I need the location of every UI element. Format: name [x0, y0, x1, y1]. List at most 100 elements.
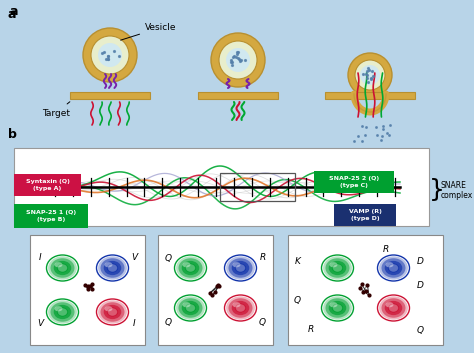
Text: Q: Q: [259, 318, 266, 328]
Ellipse shape: [323, 256, 352, 280]
FancyBboxPatch shape: [14, 204, 88, 228]
Ellipse shape: [48, 256, 77, 280]
Ellipse shape: [226, 296, 255, 320]
Ellipse shape: [228, 258, 253, 278]
Ellipse shape: [179, 298, 202, 318]
Text: Syntaxin (Q)
(type A): Syntaxin (Q) (type A): [26, 179, 69, 191]
Text: V: V: [131, 253, 137, 263]
Ellipse shape: [179, 258, 202, 278]
Ellipse shape: [332, 304, 343, 312]
Ellipse shape: [329, 262, 337, 267]
Ellipse shape: [182, 261, 199, 275]
Ellipse shape: [104, 306, 112, 311]
Text: D: D: [417, 281, 424, 289]
Ellipse shape: [54, 305, 71, 319]
FancyBboxPatch shape: [334, 204, 396, 226]
Ellipse shape: [54, 261, 71, 275]
Circle shape: [98, 43, 122, 67]
FancyBboxPatch shape: [288, 235, 443, 345]
Ellipse shape: [46, 299, 79, 325]
Text: a: a: [10, 5, 18, 18]
Text: I: I: [39, 253, 42, 263]
Ellipse shape: [332, 263, 343, 273]
Ellipse shape: [51, 302, 74, 322]
Ellipse shape: [100, 258, 125, 278]
Ellipse shape: [98, 256, 127, 280]
Ellipse shape: [174, 255, 207, 281]
Text: Q: Q: [165, 318, 172, 328]
Ellipse shape: [385, 301, 402, 315]
Ellipse shape: [176, 296, 205, 320]
Ellipse shape: [385, 261, 402, 275]
Text: R: R: [259, 253, 265, 263]
Ellipse shape: [326, 298, 349, 318]
FancyBboxPatch shape: [314, 171, 394, 193]
Ellipse shape: [108, 264, 117, 272]
FancyBboxPatch shape: [30, 235, 145, 345]
Ellipse shape: [233, 262, 240, 267]
Text: complex: complex: [441, 191, 473, 201]
Ellipse shape: [104, 261, 121, 275]
Ellipse shape: [57, 263, 68, 273]
Ellipse shape: [107, 307, 118, 317]
Ellipse shape: [185, 304, 196, 312]
Ellipse shape: [46, 255, 79, 281]
Circle shape: [226, 48, 250, 72]
Text: SNARE: SNARE: [441, 181, 467, 191]
Text: SNAP-25 1 (Q)
(type B): SNAP-25 1 (Q) (type B): [26, 210, 76, 222]
Ellipse shape: [104, 305, 121, 319]
Ellipse shape: [108, 308, 117, 316]
Circle shape: [348, 53, 392, 97]
Ellipse shape: [321, 295, 354, 321]
Text: R: R: [383, 245, 389, 255]
Ellipse shape: [182, 302, 191, 307]
Ellipse shape: [186, 304, 195, 312]
Circle shape: [219, 41, 257, 79]
Text: SNAP-25 2 (Q)
(type C): SNAP-25 2 (Q) (type C): [329, 176, 379, 187]
Text: }: }: [429, 178, 445, 202]
Ellipse shape: [385, 302, 393, 307]
Bar: [70, 91, 150, 98]
Ellipse shape: [97, 299, 128, 325]
Ellipse shape: [226, 256, 255, 280]
Text: a: a: [8, 8, 17, 21]
Ellipse shape: [228, 298, 253, 318]
Ellipse shape: [174, 295, 207, 321]
Ellipse shape: [382, 298, 405, 318]
Ellipse shape: [389, 304, 398, 312]
Ellipse shape: [333, 304, 342, 312]
Ellipse shape: [57, 307, 68, 317]
Ellipse shape: [323, 296, 352, 320]
Ellipse shape: [328, 301, 346, 315]
Ellipse shape: [379, 256, 408, 280]
Ellipse shape: [321, 255, 354, 281]
Ellipse shape: [186, 264, 195, 272]
Ellipse shape: [185, 263, 196, 273]
Ellipse shape: [97, 255, 128, 281]
Ellipse shape: [58, 264, 67, 272]
Text: K: K: [294, 257, 301, 267]
Ellipse shape: [329, 302, 337, 307]
Ellipse shape: [107, 263, 118, 273]
Ellipse shape: [377, 295, 410, 321]
Ellipse shape: [385, 262, 393, 267]
Ellipse shape: [388, 263, 399, 273]
Ellipse shape: [225, 295, 256, 321]
Ellipse shape: [58, 308, 67, 316]
Ellipse shape: [182, 301, 199, 315]
Bar: [198, 91, 278, 98]
Ellipse shape: [333, 264, 342, 272]
Circle shape: [91, 36, 129, 74]
Ellipse shape: [235, 263, 246, 273]
Circle shape: [83, 28, 137, 82]
Ellipse shape: [176, 256, 205, 280]
Ellipse shape: [388, 304, 399, 312]
Text: VAMP (R)
(type D): VAMP (R) (type D): [348, 209, 382, 221]
Circle shape: [211, 33, 265, 87]
Ellipse shape: [232, 301, 249, 315]
Ellipse shape: [182, 262, 191, 267]
Ellipse shape: [236, 264, 246, 272]
Text: R: R: [307, 325, 314, 335]
FancyBboxPatch shape: [14, 148, 429, 226]
Ellipse shape: [232, 261, 249, 275]
